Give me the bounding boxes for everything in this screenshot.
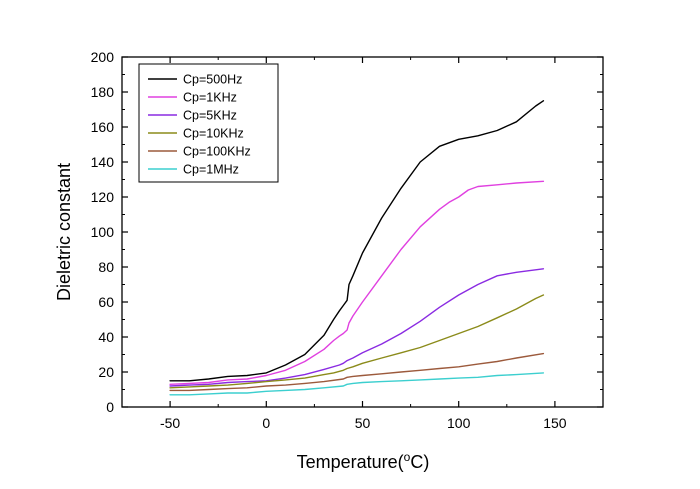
series-line-cp-100khz	[169, 352, 545, 392]
y-tick-label: 20	[98, 364, 114, 380]
x-axis-title: Temperature(oC)	[297, 450, 430, 472]
y-tick-label: 60	[98, 294, 114, 310]
series-line-cp-500hz	[169, 100, 545, 382]
legend-label: Cp=100KHz	[183, 145, 251, 159]
y-tick-label: 160	[91, 119, 115, 135]
series-line-cp-10khz	[169, 294, 545, 389]
legend-label: Cp=10KHz	[183, 127, 244, 141]
x-tick-label: -50	[160, 415, 180, 431]
x-axis-title-degree: o	[404, 450, 411, 464]
y-tick-label: 100	[91, 224, 115, 240]
x-axis-title-main: Temperature(	[297, 452, 404, 472]
ticks-group: -50 0 50 100 150 0 20 40 60 80 100 120 140 160 180 200	[91, 49, 603, 431]
y-tick-label: 200	[91, 49, 115, 65]
legend-box	[138, 63, 279, 183]
series-line-cp-5khz	[169, 268, 545, 387]
legend-label: Cp=500Hz	[183, 73, 242, 87]
legend-label: Cp=1MHz	[183, 163, 239, 177]
x-tick-label: 0	[262, 415, 270, 431]
y-axis-title: Dieletric constant	[54, 163, 74, 301]
x-tick-label: 150	[543, 415, 567, 431]
y-tick-label: 0	[106, 399, 114, 415]
series-line-cp-1mhz	[169, 372, 545, 396]
legend-label: Cp=1KHz	[183, 91, 237, 105]
legend-label: Cp=5KHz	[183, 109, 237, 123]
series-group	[169, 100, 545, 396]
y-tick-label: 120	[91, 189, 115, 205]
y-tick-label: 180	[91, 84, 115, 100]
y-tick-label: 140	[91, 154, 115, 170]
y-tick-label: 40	[98, 329, 114, 345]
x-tick-label: 50	[355, 415, 371, 431]
y-tick-label: 80	[98, 259, 114, 275]
x-tick-label: 100	[447, 415, 471, 431]
legend: Cp=500Hz Cp=1KHz Cp=5KHz Cp=10KHz Cp=100KHz C…	[138, 63, 279, 183]
x-axis-title-unit: C)	[410, 452, 429, 472]
series-line-cp-1khz	[169, 180, 545, 385]
